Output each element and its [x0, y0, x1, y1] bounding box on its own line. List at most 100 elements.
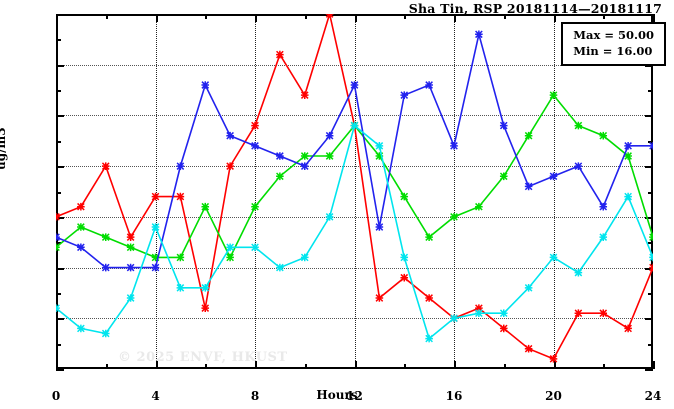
- data-point-marker: [599, 202, 608, 211]
- data-point-marker: [475, 30, 483, 39]
- data-point-marker: [101, 233, 110, 241]
- data-point-marker: [524, 344, 533, 353]
- axis-tick: [648, 90, 653, 93]
- gridline-vertical: [155, 14, 157, 369]
- data-point-marker: [624, 142, 632, 150]
- x-tick-label: 0: [51, 389, 61, 403]
- series-line: [56, 93, 653, 260]
- data-point-marker: [624, 324, 632, 333]
- data-point-marker: [649, 263, 653, 272]
- legend-min: Min = 16.00: [573, 43, 653, 58]
- axis-tick: [255, 14, 257, 22]
- data-point-marker: [425, 81, 433, 89]
- data-point-marker: [375, 294, 384, 302]
- x-tick-label: 12: [346, 389, 363, 403]
- axis-tick: [648, 140, 653, 143]
- axis-tick: [56, 90, 61, 93]
- data-point-marker: [126, 294, 135, 302]
- data-point-marker: [499, 309, 508, 318]
- data-point-marker: [251, 121, 259, 130]
- data-point-marker: [151, 253, 160, 262]
- y-axis-label: ug/m3: [0, 127, 8, 170]
- data-point-marker: [176, 162, 185, 170]
- data-point-marker: [325, 152, 334, 160]
- axis-tick: [205, 14, 208, 19]
- axis-tick: [56, 292, 61, 295]
- axis-tick: [648, 292, 653, 295]
- watermark: © 2025 ENVF, HKUST: [118, 350, 288, 365]
- data-point-marker: [300, 152, 309, 160]
- data-point-marker: [251, 202, 259, 211]
- axis-tick: [105, 364, 108, 369]
- data-point-marker: [176, 284, 185, 292]
- gridline-vertical: [354, 14, 356, 369]
- axis-tick: [56, 242, 61, 245]
- axis-tick: [404, 14, 407, 19]
- axis-tick: [645, 318, 653, 321]
- data-point-marker: [77, 324, 85, 333]
- data-point-marker: [77, 223, 85, 231]
- axis-tick: [653, 361, 655, 369]
- data-point-marker: [56, 213, 60, 221]
- data-point-marker: [450, 142, 458, 150]
- gridline-vertical: [255, 14, 256, 369]
- axis-tick: [56, 369, 64, 371]
- data-point-marker: [276, 50, 284, 59]
- axis-tick: [56, 14, 58, 22]
- data-point-marker: [574, 121, 583, 130]
- data-point-marker: [375, 223, 384, 231]
- data-point-marker: [375, 142, 384, 150]
- axis-tick: [653, 14, 655, 22]
- axis-tick: [56, 343, 61, 346]
- axis-tick: [56, 64, 64, 67]
- data-point-marker: [201, 284, 210, 292]
- legend-box: Max = 50.00 Min = 16.00: [561, 22, 666, 67]
- axis-tick: [553, 14, 556, 22]
- data-point-marker: [56, 243, 60, 252]
- x-axis-label: Hours: [316, 388, 358, 402]
- data-point-marker: [226, 243, 234, 252]
- legend-max: Max = 50.00: [573, 28, 654, 42]
- axis-tick: [503, 14, 506, 19]
- axis-tick: [645, 216, 653, 219]
- data-point-marker: [574, 268, 583, 277]
- data-point-marker: [499, 324, 508, 333]
- axis-tick: [155, 361, 158, 369]
- axis-tick: [155, 14, 158, 22]
- data-point-marker: [475, 304, 483, 312]
- data-point-marker: [499, 172, 508, 181]
- data-point-marker: [599, 309, 608, 318]
- axis-tick: [354, 361, 357, 369]
- data-point-marker: [251, 243, 259, 252]
- axis-tick: [454, 361, 456, 369]
- data-point-marker: [77, 202, 85, 211]
- data-point-marker: [425, 294, 433, 302]
- axis-tick: [454, 14, 456, 22]
- data-point-marker: [450, 314, 458, 323]
- axis-tick: [56, 140, 61, 143]
- data-point-marker: [101, 329, 110, 338]
- axis-tick: [645, 115, 653, 118]
- data-point-marker: [201, 81, 210, 89]
- data-point-marker: [549, 172, 558, 181]
- data-point-marker: [126, 263, 135, 272]
- data-point-marker: [400, 253, 409, 262]
- gridline-vertical: [454, 14, 455, 369]
- x-tick-label: 24: [644, 389, 662, 403]
- data-point-marker: [624, 192, 632, 201]
- data-point-marker: [201, 304, 210, 312]
- axis-tick: [603, 364, 606, 369]
- series-line: [56, 34, 653, 269]
- chart-title: Sha Tin, RSP 20181114—20181117: [408, 1, 662, 16]
- axis-tick: [255, 361, 257, 369]
- data-point-marker: [649, 253, 653, 262]
- data-point-marker: [524, 131, 533, 140]
- data-point-marker: [325, 131, 334, 140]
- axis-tick: [645, 369, 653, 371]
- data-point-marker: [425, 334, 433, 343]
- axis-tick: [645, 267, 653, 270]
- axis-tick: [645, 166, 653, 169]
- data-point-marker: [450, 213, 458, 221]
- data-point-marker: [524, 182, 533, 191]
